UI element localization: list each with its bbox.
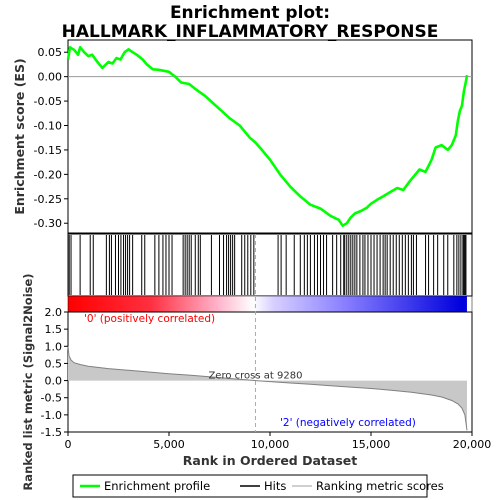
x-tick-label: 5,000 — [153, 438, 185, 451]
positive-correlation-label: '0' (positively correlated) — [84, 313, 215, 325]
legend-label: Enrichment profile — [104, 479, 210, 493]
rank-y-tick-label: 0.5 — [45, 357, 63, 370]
rank-y-tick-label: -1.0 — [41, 409, 62, 422]
rank-y-tick-label: 2.0 — [45, 306, 63, 319]
es-y-tick-label: -0.20 — [34, 168, 62, 181]
es-y-tick-label: -0.30 — [34, 217, 62, 230]
es-y-tick-label: 0.00 — [38, 71, 63, 84]
rank-y-tick-label: 1.5 — [45, 323, 63, 336]
es-y-tick-label: -0.10 — [34, 120, 62, 133]
chart-title: Enrichment plot: — [169, 3, 331, 23]
zero-cross-label: Zero cross at 9280 — [208, 371, 302, 382]
rank-y-axis-label: Ranked list metric (Signal2Noise) — [21, 273, 35, 490]
es-y-tick-label: 0.05 — [38, 46, 63, 59]
ranking-metric-area — [68, 346, 467, 431]
x-axis-label: Rank in Ordered Dataset — [183, 453, 357, 468]
rank-y-tick-label: -0.5 — [41, 392, 62, 405]
rank-y-tick-label: -1.5 — [41, 426, 62, 439]
enrichment-profile-line — [66, 45, 469, 227]
x-tick-label: 10,000 — [251, 438, 290, 451]
x-tick-label: 20,000 — [453, 438, 492, 451]
es-y-tick-label: -0.15 — [34, 144, 62, 157]
ranking-metric-line — [67, 346, 468, 431]
negative-correlation-label: '2' (negatively correlated) — [280, 417, 416, 429]
rank-y-tick-label: 1.0 — [45, 340, 63, 353]
es-y-tick-label: -0.25 — [34, 193, 62, 206]
rank-color-bar — [68, 296, 467, 312]
legend-label: Hits — [264, 479, 286, 493]
chart-subtitle: HALLMARK_INFLAMMATORY_RESPONSE — [61, 22, 439, 42]
x-tick-label: 15,000 — [352, 438, 391, 451]
es-y-axis-label: Enrichment score (ES) — [12, 58, 27, 214]
es-panel-frame — [67, 39, 473, 234]
es-y-tick-label: -0.05 — [34, 95, 62, 108]
x-tick-label: 0 — [65, 438, 72, 451]
rank-y-tick-label: 0.0 — [45, 375, 63, 388]
legend-label: Ranking metric scores — [316, 479, 444, 493]
